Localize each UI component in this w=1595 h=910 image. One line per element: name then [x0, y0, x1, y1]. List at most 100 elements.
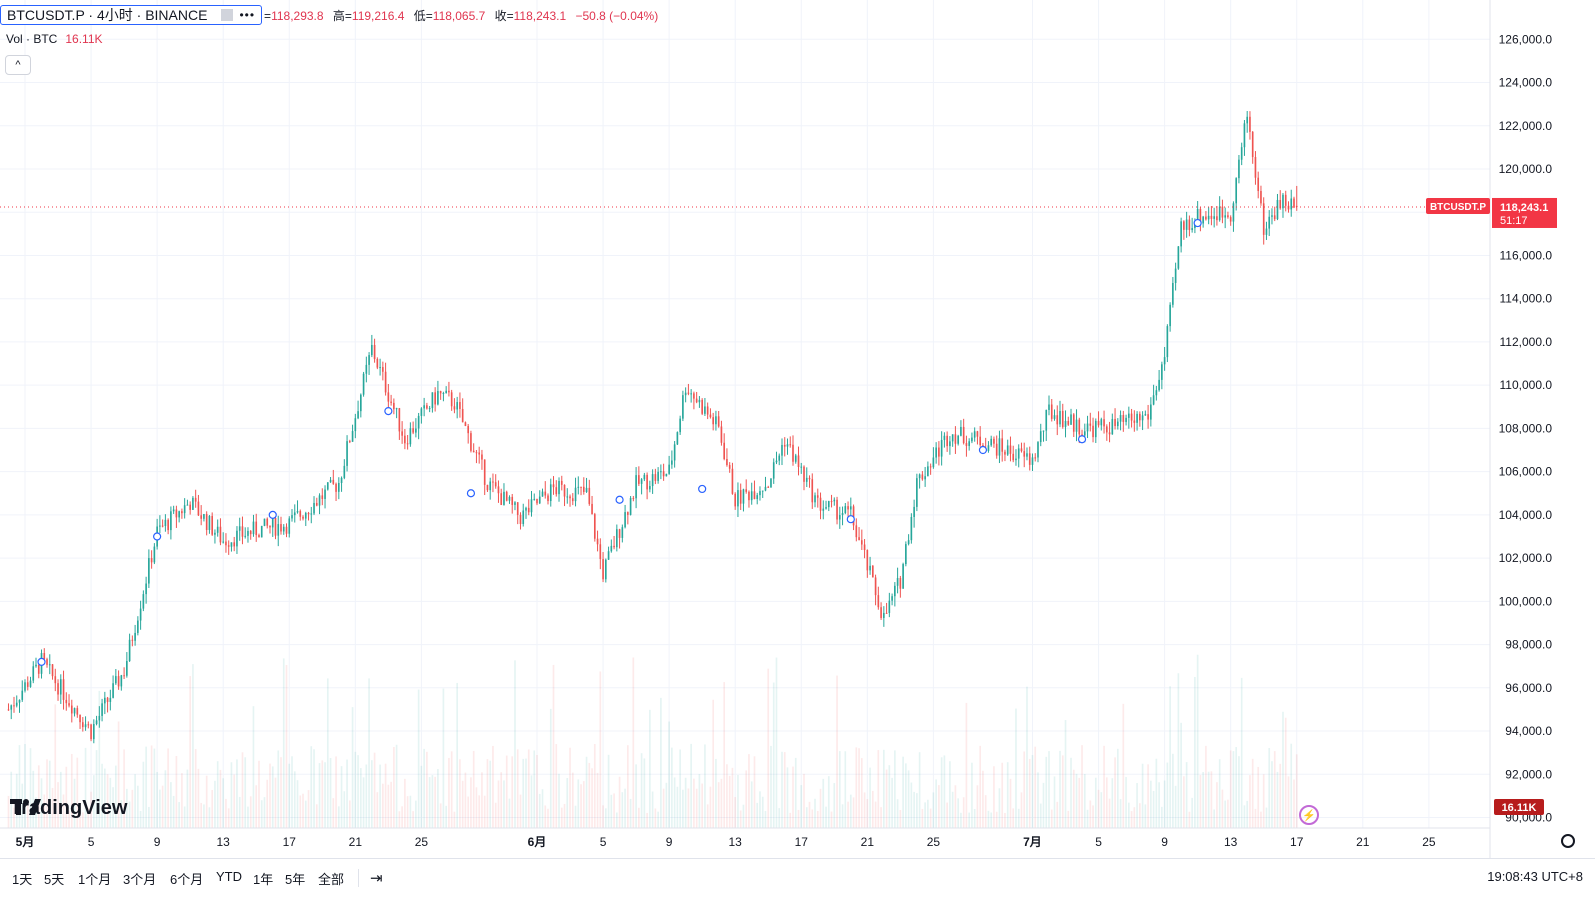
candle[interactable] [365, 356, 368, 383]
candle[interactable] [905, 541, 907, 567]
candle[interactable] [321, 488, 324, 506]
candle[interactable] [913, 499, 915, 528]
candle[interactable] [814, 492, 816, 508]
candle[interactable] [384, 362, 387, 396]
candle[interactable] [1144, 410, 1147, 416]
candle[interactable] [282, 524, 285, 535]
candle[interactable] [1210, 205, 1213, 226]
candle[interactable] [238, 517, 241, 541]
candle[interactable] [616, 524, 618, 552]
candle[interactable] [7, 703, 10, 711]
candle[interactable] [324, 485, 326, 509]
candle[interactable] [516, 502, 519, 525]
candle[interactable] [280, 516, 282, 535]
candle[interactable] [376, 357, 379, 370]
candle[interactable] [1271, 208, 1273, 225]
collapse-legend-button[interactable]: ^ [5, 55, 31, 75]
candle[interactable] [461, 398, 464, 423]
candle[interactable] [340, 476, 343, 492]
candle[interactable] [816, 488, 819, 508]
candle[interactable] [120, 674, 123, 691]
candle[interactable] [712, 412, 714, 431]
range-5d[interactable]: 5天 [44, 872, 65, 887]
candle[interactable] [943, 432, 946, 448]
candle[interactable] [833, 497, 836, 506]
candle[interactable] [577, 476, 580, 495]
candle[interactable] [13, 696, 15, 713]
event-marker[interactable] [384, 407, 393, 416]
candle[interactable] [371, 334, 373, 358]
candle[interactable] [649, 480, 651, 493]
candle[interactable] [326, 482, 329, 491]
candle[interactable] [929, 463, 932, 475]
candle[interactable] [79, 714, 81, 729]
candle[interactable] [481, 449, 483, 470]
candle[interactable] [883, 606, 885, 627]
candle[interactable] [21, 680, 24, 702]
candle[interactable] [307, 511, 310, 521]
candle[interactable] [1276, 193, 1279, 221]
candle[interactable] [134, 624, 136, 646]
candle[interactable] [522, 503, 525, 527]
candle[interactable] [1006, 439, 1009, 456]
candle[interactable] [786, 438, 789, 455]
candle[interactable] [863, 539, 866, 559]
candle[interactable] [654, 468, 657, 485]
candle[interactable] [236, 526, 238, 554]
candle[interactable] [219, 518, 222, 546]
candle[interactable] [65, 692, 68, 711]
candle[interactable] [874, 574, 877, 606]
candle[interactable] [1105, 424, 1108, 441]
candle[interactable] [1205, 211, 1207, 221]
candle[interactable] [497, 480, 500, 503]
candle[interactable] [723, 433, 726, 461]
candle[interactable] [1174, 262, 1177, 291]
candle[interactable] [588, 479, 591, 506]
candle[interactable] [1218, 196, 1221, 222]
candle[interactable] [571, 493, 574, 506]
candle[interactable] [778, 453, 781, 466]
candle[interactable] [1284, 190, 1287, 212]
candle[interactable] [533, 493, 536, 501]
candle[interactable] [459, 392, 461, 418]
candle[interactable] [1166, 324, 1169, 363]
candle[interactable] [1265, 221, 1268, 240]
clock[interactable]: 19:08:43 UTC+8 [1487, 869, 1583, 884]
candle[interactable] [844, 502, 847, 515]
candle[interactable] [161, 519, 164, 528]
range-ytd[interactable]: YTD [216, 869, 242, 884]
candle[interactable] [767, 485, 770, 488]
candle[interactable] [968, 438, 970, 451]
candle[interactable] [258, 533, 260, 538]
candle[interactable] [745, 479, 748, 494]
candle[interactable] [731, 462, 734, 495]
candle[interactable] [59, 674, 62, 704]
symbol-search-button[interactable]: BTCUSDT.P · 4小时 · BINANCE ••• [0, 5, 263, 25]
candle[interactable] [126, 652, 128, 678]
candle[interactable] [131, 635, 134, 647]
candle[interactable] [569, 494, 571, 507]
range-1m[interactable]: 1个月 [78, 872, 112, 887]
candle[interactable] [1229, 215, 1232, 226]
candle[interactable] [227, 540, 230, 555]
candle[interactable] [255, 513, 258, 542]
candle[interactable] [995, 435, 998, 459]
candle[interactable] [797, 446, 800, 476]
candle[interactable] [437, 380, 439, 406]
candle[interactable] [563, 484, 566, 507]
candle[interactable] [1243, 120, 1246, 156]
candle[interactable] [549, 478, 552, 507]
candle[interactable] [106, 696, 109, 713]
candle[interactable] [395, 407, 398, 419]
candle[interactable] [1180, 217, 1182, 253]
candle[interactable] [687, 383, 690, 396]
candle[interactable] [68, 694, 70, 708]
candle[interactable] [693, 391, 695, 410]
candle[interactable] [519, 512, 522, 530]
candle[interactable] [872, 564, 874, 578]
candle[interactable] [62, 670, 65, 710]
candle[interactable] [585, 477, 588, 493]
candle[interactable] [607, 546, 610, 560]
candle[interactable] [1026, 447, 1028, 461]
candle[interactable] [76, 705, 79, 718]
